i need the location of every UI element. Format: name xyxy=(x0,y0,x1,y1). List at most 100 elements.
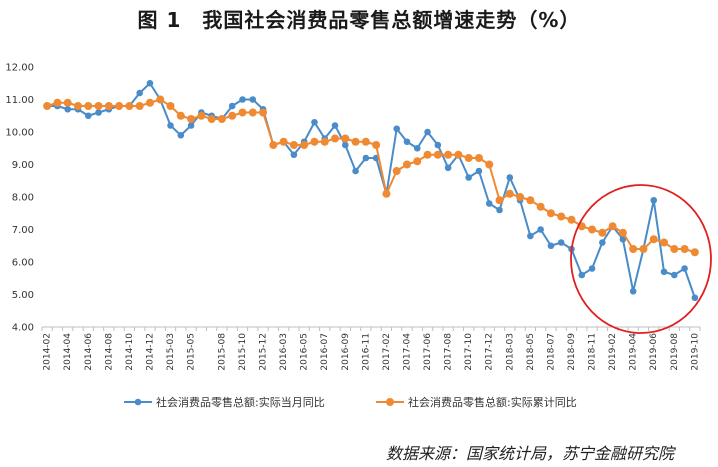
x-tick-label: 2014-12 xyxy=(145,333,155,371)
data-point xyxy=(248,108,257,117)
x-tick-label: 2016-11 xyxy=(361,333,371,371)
data-point xyxy=(249,96,257,103)
data-point xyxy=(474,154,483,162)
data-point xyxy=(84,112,92,120)
y-tick-label: 7.00 xyxy=(12,225,34,236)
data-point xyxy=(650,196,658,204)
highlight-ellipse xyxy=(570,184,712,334)
series-monthly xyxy=(43,79,699,302)
data-point xyxy=(145,98,154,107)
data-point xyxy=(506,174,514,181)
data-point xyxy=(660,238,669,247)
data-point xyxy=(156,95,165,104)
y-tick-label: 5.00 xyxy=(12,290,34,301)
x-tick-label: 2018-07 xyxy=(546,333,556,371)
data-point xyxy=(670,245,679,253)
x-tick-label: 2015-10 xyxy=(238,333,248,371)
data-point xyxy=(310,137,319,146)
data-point xyxy=(63,98,72,107)
series-line xyxy=(46,98,696,254)
x-tick-label: 2019-10 xyxy=(690,333,700,371)
data-point xyxy=(629,287,637,295)
data-point xyxy=(73,102,82,110)
data-point xyxy=(125,102,134,110)
data-point xyxy=(608,222,617,231)
data-point xyxy=(403,138,411,146)
x-tick-label: 2015-12 xyxy=(259,333,269,371)
data-point xyxy=(424,128,431,136)
data-point xyxy=(290,151,298,159)
data-point xyxy=(135,102,144,110)
legend-item: 社会消费品零售总额:实际当月同比 xyxy=(124,395,325,409)
data-point xyxy=(454,150,463,159)
chart-title: 图 1 我国社会消费品零售总额增速走势（%） xyxy=(137,8,581,32)
legend-label: 社会消费品零售总额:实际累计同比 xyxy=(408,395,577,409)
data-point xyxy=(393,125,401,133)
data-point xyxy=(465,174,472,181)
x-tick-label: 2019-08 xyxy=(670,333,680,371)
x-tick-label: 2017-10 xyxy=(464,333,474,371)
data-point xyxy=(547,242,555,250)
data-point xyxy=(496,206,503,214)
x-tick-label: 2019-04 xyxy=(629,333,639,371)
data-point xyxy=(341,141,349,149)
data-point xyxy=(361,137,370,146)
data-point xyxy=(588,265,596,272)
data-point xyxy=(362,154,370,162)
data-point xyxy=(167,122,174,129)
data-point xyxy=(382,189,391,198)
y-tick-label: 9.00 xyxy=(12,160,34,171)
x-tick-label: 2014-02 xyxy=(43,333,53,371)
data-point xyxy=(207,115,216,123)
x-tick-label: 2018-03 xyxy=(505,333,515,371)
data-point xyxy=(567,215,576,224)
data-point xyxy=(629,245,638,253)
data-point xyxy=(197,111,206,120)
x-tick-label: 2016-07 xyxy=(320,333,330,371)
data-point xyxy=(228,111,237,120)
data-point xyxy=(176,111,185,120)
data-point xyxy=(526,196,535,205)
data-point xyxy=(320,137,329,146)
x-tick-label: 2015-05 xyxy=(187,333,197,371)
x-tick-label: 2018-11 xyxy=(588,333,598,371)
y-tick-label: 12.00 xyxy=(5,63,34,74)
data-point xyxy=(402,160,411,169)
data-point xyxy=(331,134,340,143)
data-point xyxy=(495,196,504,205)
x-tick-label: 2014-08 xyxy=(104,333,114,371)
data-point xyxy=(546,209,555,218)
data-point xyxy=(434,141,442,149)
x-tick-label: 2014-04 xyxy=(63,333,73,371)
data-point xyxy=(485,160,494,169)
series-layer xyxy=(43,79,699,302)
data-point xyxy=(166,102,175,110)
annotation-layer xyxy=(570,184,712,334)
legend-marker xyxy=(386,398,394,406)
data-point xyxy=(639,245,648,253)
data-point xyxy=(618,228,627,237)
data-point xyxy=(433,150,442,159)
data-point xyxy=(681,265,688,272)
x-tick-label: 2014-10 xyxy=(125,333,135,371)
data-point xyxy=(691,294,699,302)
data-point xyxy=(413,157,422,166)
y-tick-label: 6.00 xyxy=(12,258,34,269)
x-tick-label: 2015-08 xyxy=(217,333,227,371)
x-tick-label: 2016-05 xyxy=(300,333,310,371)
data-point xyxy=(311,118,318,126)
x-tick-label: 2017-04 xyxy=(402,333,412,371)
data-point xyxy=(536,202,545,211)
x-tick-label: 2014-06 xyxy=(84,333,94,371)
x-tick-label: 2017-08 xyxy=(444,333,454,371)
data-point xyxy=(649,235,658,244)
data-point xyxy=(115,102,124,110)
x-tick-label: 2018-09 xyxy=(567,333,577,371)
data-point xyxy=(43,102,52,110)
data-point xyxy=(341,134,350,143)
y-tick-label: 10.00 xyxy=(5,128,34,139)
x-tick-label: 2018-05 xyxy=(526,333,536,371)
data-point xyxy=(485,200,493,207)
x-tick-label: 2017-02 xyxy=(382,333,392,371)
